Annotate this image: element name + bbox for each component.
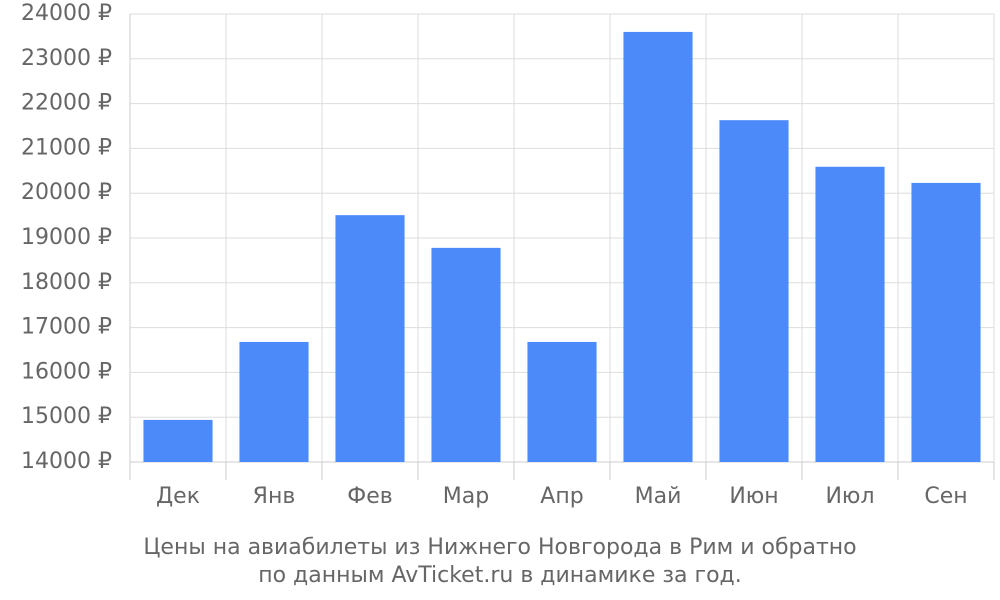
- chart-subtitle: по данным AvTicket.ru в динамике за год.: [258, 563, 742, 588]
- y-tick-label: 15000 ₽: [21, 404, 112, 429]
- x-tick-label: Фев: [347, 484, 392, 509]
- x-tick-label: Сен: [924, 484, 967, 509]
- y-tick-label: 14000 ₽: [21, 449, 112, 474]
- y-tick-label: 17000 ₽: [21, 315, 112, 340]
- y-tick-label: 23000 ₽: [21, 46, 112, 71]
- x-tick-label: Янв: [253, 484, 296, 509]
- bar: [239, 341, 309, 462]
- bar: [623, 31, 693, 462]
- bar: [335, 215, 405, 462]
- x-tick-label: Мар: [443, 484, 489, 509]
- y-tick-label: 24000 ₽: [21, 1, 112, 26]
- x-tick-label: Июн: [729, 484, 778, 509]
- x-tick-label: Дек: [156, 484, 200, 509]
- bar: [527, 341, 597, 462]
- bar: [719, 120, 789, 463]
- bar: [815, 166, 885, 462]
- y-tick-label: 21000 ₽: [21, 135, 112, 160]
- bar: [143, 419, 213, 462]
- bar: [431, 247, 501, 462]
- y-tick-label: 20000 ₽: [21, 180, 112, 205]
- bar: [911, 182, 981, 462]
- y-tick-label: 16000 ₽: [21, 359, 112, 384]
- x-tick-label: Июл: [825, 484, 874, 509]
- chart-title: Цены на авиабилеты из Нижнего Новгорода …: [143, 535, 856, 560]
- y-tick-label: 19000 ₽: [21, 225, 112, 250]
- x-tick-label: Май: [635, 484, 682, 509]
- y-tick-label: 18000 ₽: [21, 270, 112, 295]
- y-tick-label: 22000 ₽: [21, 91, 112, 116]
- x-tick-label: Апр: [540, 484, 583, 509]
